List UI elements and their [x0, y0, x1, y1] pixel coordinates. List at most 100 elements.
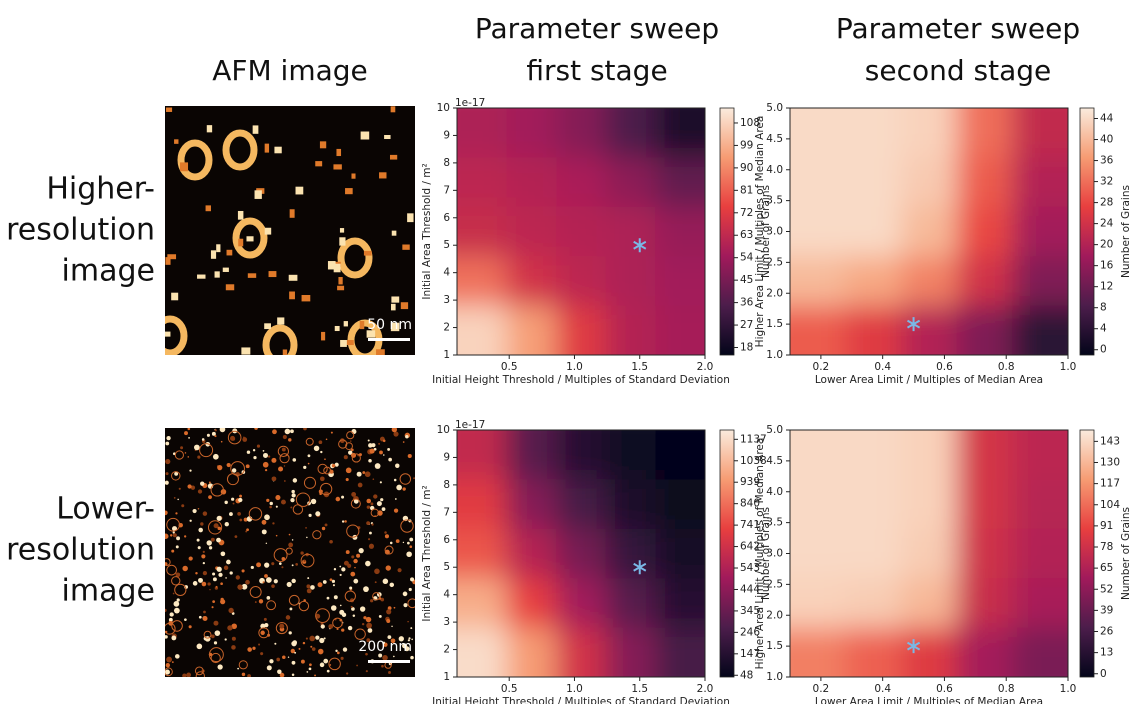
afm-dot [212, 577, 217, 582]
y-offset-label: 1e-17 [455, 97, 485, 109]
afm-dot [176, 598, 180, 602]
afm-ring [230, 461, 245, 476]
afm-dot [405, 435, 409, 439]
heatmap-cell [845, 108, 902, 158]
afm-dot [332, 584, 335, 587]
afm-dot [216, 566, 222, 572]
afm-dot [295, 186, 304, 195]
afm-dot [291, 564, 294, 567]
afm-dot [358, 547, 364, 554]
afm-dot [369, 531, 372, 535]
afm-dot [285, 615, 291, 620]
heatmap-cell [655, 430, 705, 480]
afm-ring [165, 315, 188, 355]
afm-dot [264, 323, 271, 330]
afm-dot [200, 481, 205, 486]
y-tick-label: 8 [443, 479, 450, 491]
colorbar-tick-label: 18 [740, 342, 753, 354]
afm-dot [387, 635, 392, 640]
afm-dot [165, 441, 170, 446]
colorbar-tick-label: 32 [1100, 176, 1113, 188]
colorbar-tick-label: 52 [1100, 583, 1113, 595]
y-tick-label: 4.5 [766, 455, 783, 467]
optimum-marker [633, 560, 647, 575]
afm-dot [319, 476, 325, 482]
afm-dot [231, 468, 237, 473]
afm-dot [231, 645, 236, 650]
afm-dot [264, 468, 268, 472]
afm-dot [368, 458, 372, 463]
afm-dot [316, 513, 319, 516]
colorbar-tick-label: 48 [740, 669, 753, 681]
afm-dot [391, 625, 393, 628]
afm-dot [339, 573, 342, 577]
afm-dot [256, 562, 262, 568]
afm-dot [353, 498, 359, 504]
afm-dot [350, 440, 352, 442]
afm-dot [190, 485, 196, 490]
y-tick-label: 5 [443, 561, 450, 573]
afm-dot [348, 450, 353, 455]
afm-dot [246, 528, 249, 532]
afm-dot [366, 521, 371, 526]
afm-dot [237, 667, 240, 670]
afm-dot [262, 581, 265, 584]
heatmap-cell [457, 430, 508, 480]
afm-dot [324, 458, 326, 461]
heatmap-cell [556, 528, 607, 579]
heatmap-cell [556, 256, 607, 307]
afm-dot [371, 523, 374, 526]
y-tick-label: 2 [443, 644, 450, 656]
afm-dot [187, 428, 191, 431]
colorbar-label: Number of Grains [760, 185, 772, 278]
afm-dot [184, 452, 187, 454]
afm-dot [232, 502, 235, 505]
heatmap-cell [1012, 430, 1068, 480]
afm-dot [319, 637, 325, 644]
afm-dot [330, 431, 333, 434]
afm-dot [167, 254, 177, 260]
afm-dot [303, 559, 306, 562]
afm-ring [226, 473, 239, 486]
afm-dot [277, 317, 285, 325]
x-axis-label: Lower Area Limit / Multiples of Median A… [815, 696, 1043, 704]
y-tick-label: 1.5 [766, 318, 783, 330]
afm-dot [187, 456, 190, 458]
afm-dot [408, 637, 411, 640]
afm-dot [242, 437, 248, 442]
y-tick-label: 3 [443, 294, 450, 306]
afm-dot [277, 669, 282, 674]
afm-dot [237, 584, 243, 590]
afm-dot [197, 455, 201, 459]
y-tick-label: 3.5 [766, 517, 783, 529]
afm-dot [379, 481, 382, 484]
afm-dot [246, 236, 254, 242]
heatmap-cell [956, 206, 1013, 257]
afm-dot [366, 622, 372, 629]
afm-dot [347, 625, 353, 631]
afm-dot [328, 624, 334, 629]
afm-dot [203, 610, 206, 614]
afm-dot [319, 662, 325, 668]
afm-dot [202, 562, 205, 565]
colorbar-label: Number of Grains [760, 507, 772, 600]
afm-dot [289, 607, 293, 611]
x-tick-label: 2.0 [697, 683, 714, 695]
afm-dot [213, 620, 219, 626]
afm-dot [186, 672, 192, 677]
afm-dot [274, 642, 277, 645]
heatmap-cell [901, 627, 958, 677]
y-tick-label: 2.0 [766, 609, 783, 621]
afm-dot [382, 578, 389, 585]
afm-dot [202, 550, 205, 554]
afm-dot [231, 436, 236, 441]
heatmap-cell [605, 578, 656, 629]
afm-dot [256, 444, 261, 448]
afm-dot [390, 638, 396, 644]
afm-dot [174, 654, 180, 659]
afm-dot [346, 672, 349, 675]
heatmap-cell [556, 430, 607, 480]
afm-dot [360, 131, 370, 140]
afm-dot [217, 465, 223, 471]
afm-ring [317, 463, 328, 475]
